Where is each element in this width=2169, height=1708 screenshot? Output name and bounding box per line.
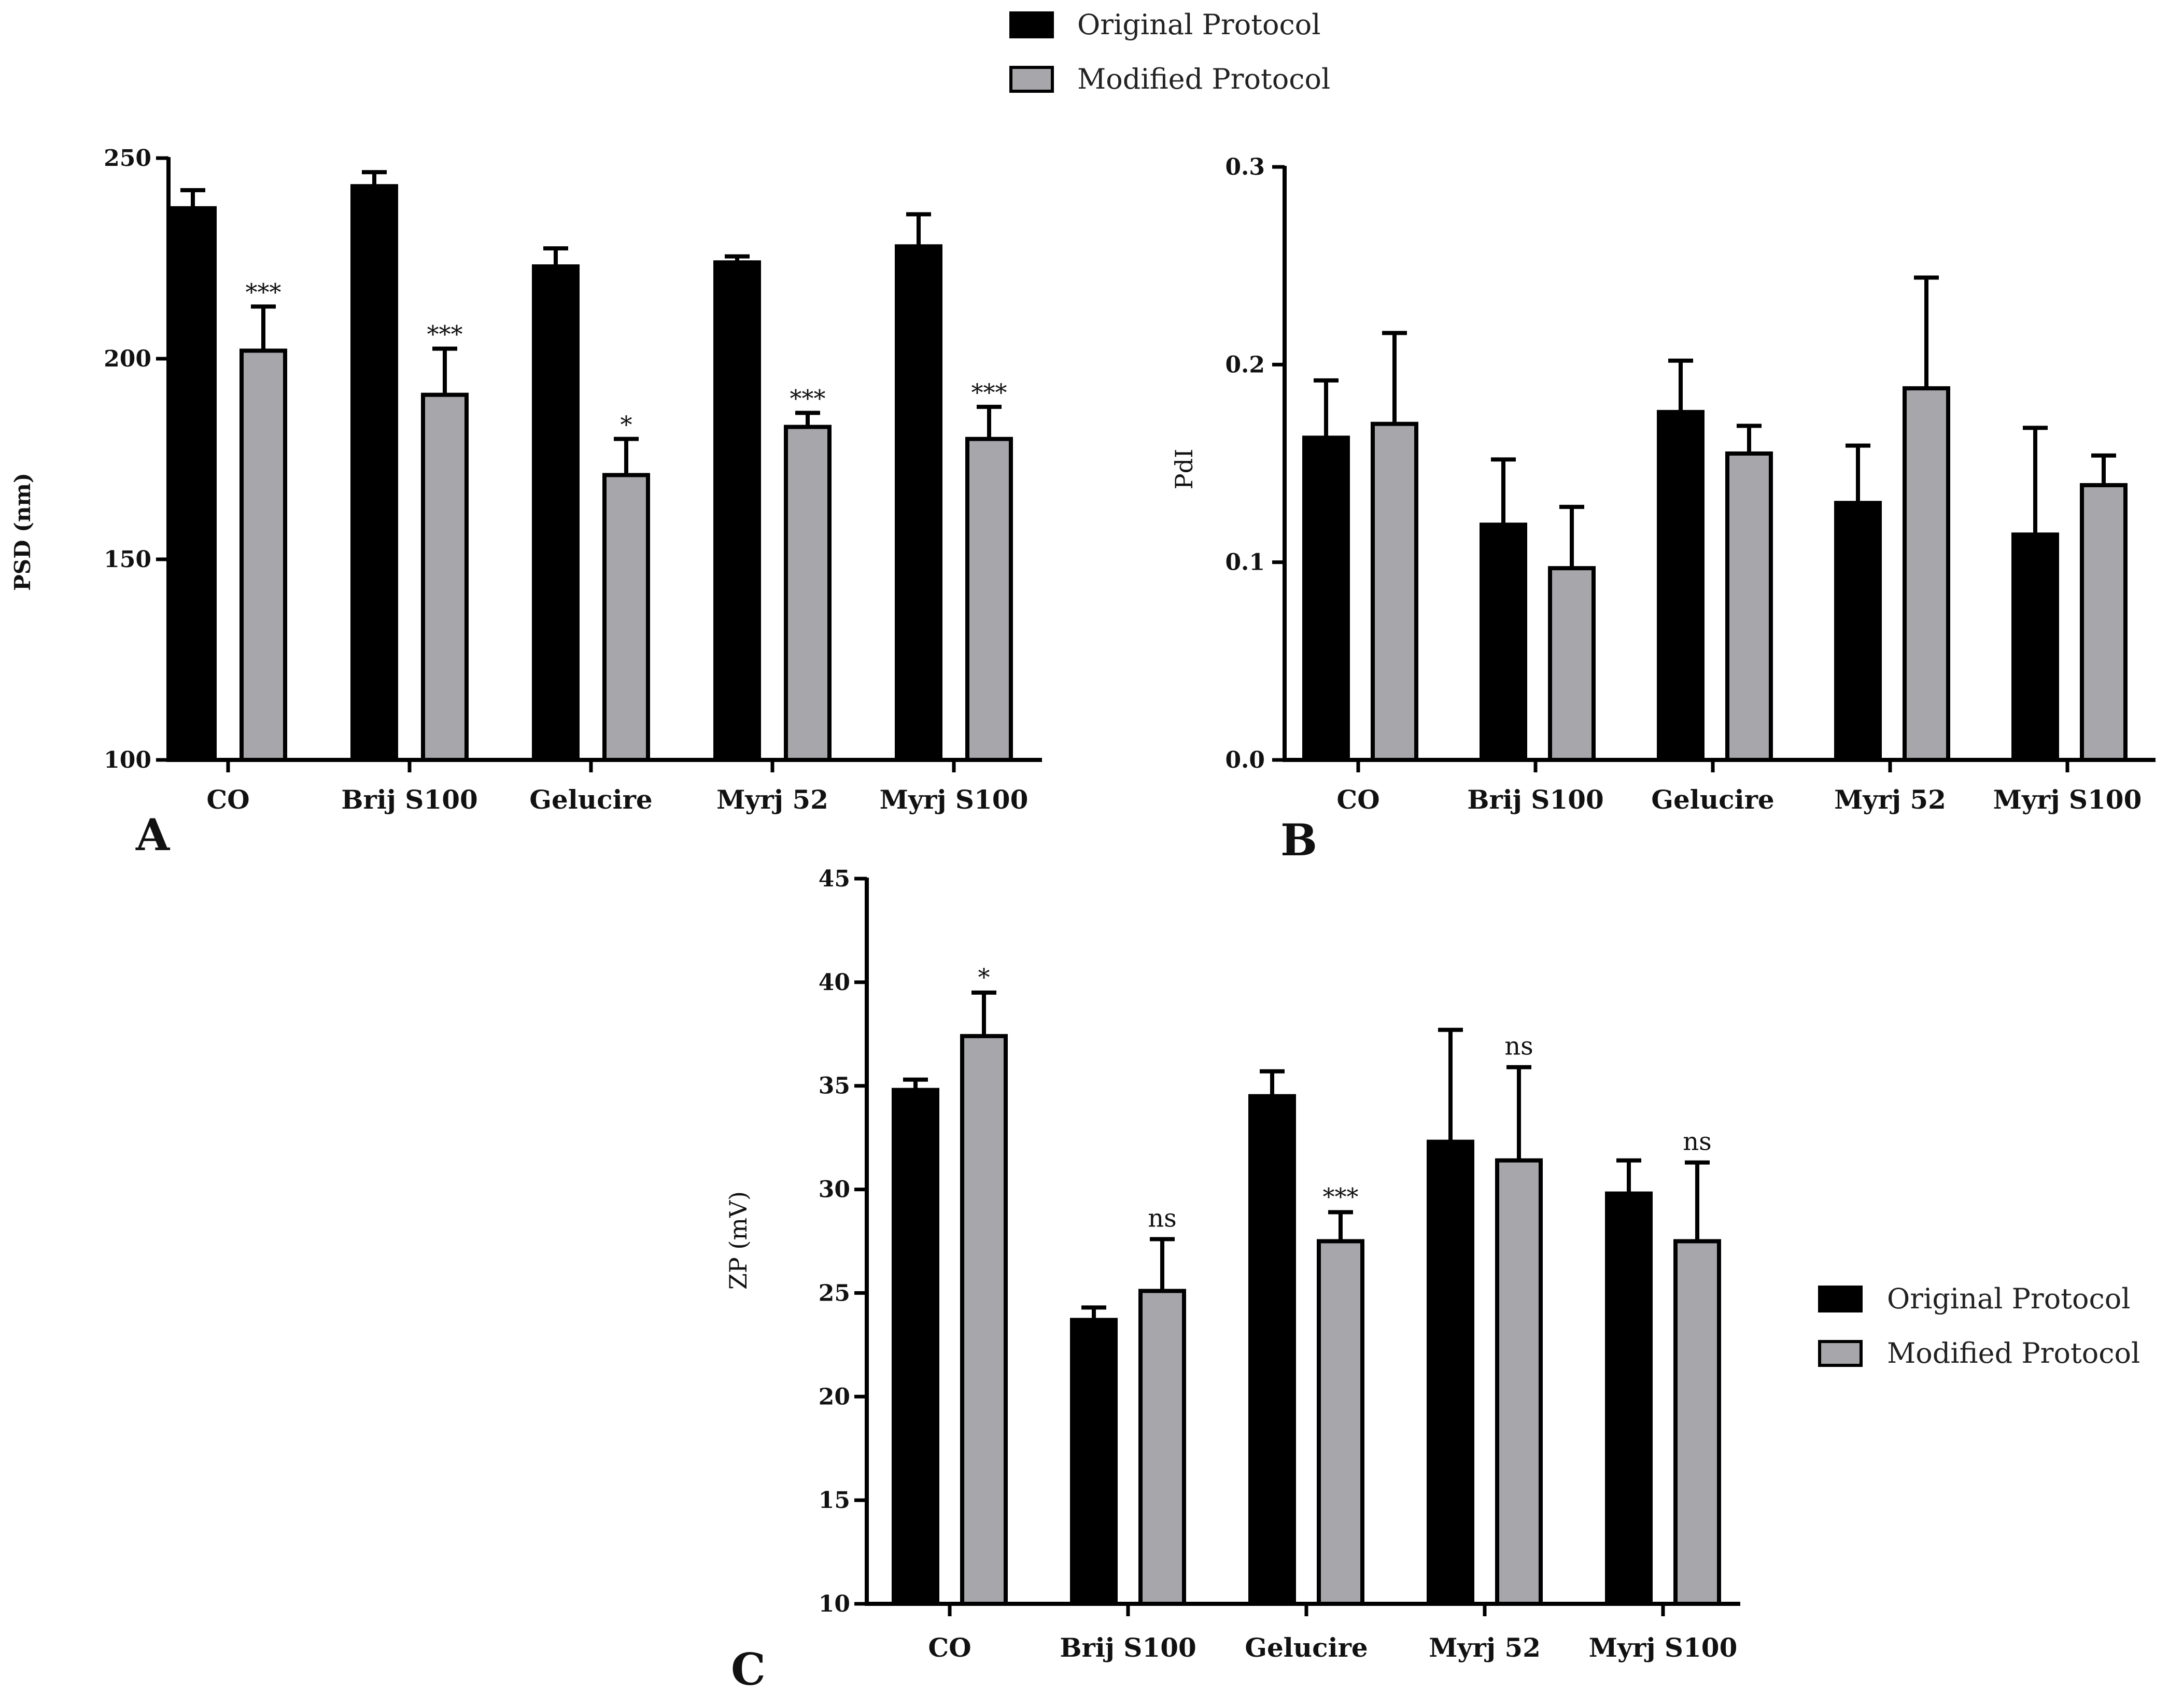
legend-bottom: Original Protocol Modified Protocol — [1818, 1282, 2140, 1370]
panel-c-bar-modified — [1495, 1158, 1543, 1606]
panel-a-category-label: CO — [206, 784, 249, 815]
panel-a-significance-label: * — [621, 411, 632, 439]
panel-c-bar-original — [1248, 1094, 1296, 1606]
panel-c-bars: * ns *** ns ns — [892, 963, 1721, 1606]
panel-c-significance-label: ns — [1504, 1032, 1533, 1061]
legend-top: Original Protocol Modified Protocol — [1009, 8, 1330, 95]
panel-c-bar-modified — [1673, 1239, 1721, 1606]
panel-a-y-tick-label: 150 — [104, 546, 151, 573]
panel-c-bar-modified — [960, 1034, 1008, 1606]
panel-a-bar-original — [895, 244, 942, 762]
panel-c-category-label: Brij S100 — [1060, 1632, 1196, 1663]
panel-c-category-label: Myrj S100 — [1589, 1632, 1738, 1663]
panel-c-ylabel: ZP (mV) — [724, 1191, 752, 1290]
panel-b-y-tick-label: 0.3 — [1225, 154, 1265, 180]
chart-panel-a: ********** *** CO Brij S100 Gelucire Myrj 52… — [10, 145, 1042, 860]
panel-c-y-tick-label: 25 — [819, 1280, 850, 1306]
panel-a-axes: CO Brij S100 Gelucire Myrj 52 Myrj S100 100 15… — [104, 145, 1042, 815]
legend-top-modified-label: Modified Protocol — [1077, 63, 1330, 95]
panel-a-category-label: Gelucire — [529, 784, 652, 815]
panel-a-bar-modified — [965, 436, 1013, 762]
panel-a-y-tick-label: 200 — [104, 346, 151, 372]
panel-a-bar-modified — [784, 425, 832, 762]
panel-c-bar-original — [1427, 1139, 1474, 1606]
panel-a-bars: ********** *** — [169, 170, 1013, 762]
legend-bottom-modified-swatch — [1818, 1340, 1863, 1367]
panel-b-category-label: Gelucire — [1651, 784, 1774, 815]
panel-b-category-label: Myrj 52 — [1834, 784, 1946, 815]
panel-b-category-label: Myrj S100 — [1993, 784, 2142, 815]
panel-a-category-label: Myrj 52 — [716, 784, 828, 815]
panel-c-significance-label: * — [978, 963, 990, 991]
panel-c-y-tick-label: 30 — [819, 1177, 850, 1203]
legend-top-modified-swatch — [1009, 66, 1054, 93]
chart-panel-b: CO Brij S100 Gelucire Myrj 52 Myrj S100 0.0 0.… — [1170, 154, 2156, 866]
panel-c-y-tick-label: 35 — [819, 1073, 850, 1099]
panel-b-bar-original — [1657, 410, 1705, 762]
panel-b-bar-original — [1480, 523, 1527, 762]
panel-c-bar-original — [1070, 1318, 1118, 1606]
panel-c-category-label: Myrj 52 — [1429, 1632, 1541, 1663]
panel-c-significance-label: ns — [1148, 1204, 1177, 1233]
panel-b-bar-modified — [1371, 421, 1418, 762]
panel-a-bar-original — [532, 264, 580, 762]
panel-b-axes: CO Brij S100 Gelucire Myrj 52 Myrj S100 0.0 0.… — [1225, 154, 2156, 815]
panel-a-category-label: Myrj S100 — [880, 784, 1029, 815]
panel-c-y-tick-label: 20 — [819, 1384, 850, 1410]
panel-c-y-tick-label: 15 — [819, 1487, 850, 1514]
panel-a-significance-label: *** — [790, 384, 826, 412]
legend-top-original-label: Original Protocol — [1077, 8, 1321, 41]
legend-top-original-swatch — [1009, 11, 1054, 38]
panel-c-y-tick-label: 10 — [819, 1591, 850, 1617]
panel-a-bar-original — [169, 206, 217, 762]
panel-c-axes: CO Brij S100 Gelucire Myrj 52 Myrj S100 10 15 2… — [819, 866, 1740, 1663]
panel-a-category-label: Brij S100 — [341, 784, 478, 815]
panel-c-bar-modified — [1317, 1239, 1364, 1606]
panel-c-bar-original — [892, 1088, 939, 1606]
panel-c-y-tick-label: 40 — [819, 969, 850, 996]
panel-a-significance-label: *** — [427, 320, 463, 348]
panel-b-ylabel: PdI — [1170, 449, 1198, 490]
panel-b-bar-original — [2011, 532, 2059, 763]
panel-c-significance-label: ns — [1683, 1127, 1712, 1156]
panel-a-bar-modified — [240, 348, 287, 762]
panel-b-category-label: Brij S100 — [1467, 784, 1604, 815]
legend-bottom-modified-label: Modified Protocol — [1887, 1337, 2140, 1370]
legend-bottom-original-label: Original Protocol — [1887, 1282, 2131, 1315]
panel-c-category-label: CO — [928, 1632, 971, 1663]
panel-c-category-label: Gelucire — [1245, 1632, 1368, 1663]
panel-b-category-label: CO — [1336, 784, 1379, 815]
panel-a-label: A — [135, 809, 171, 860]
legend-bottom-original-swatch — [1818, 1286, 1863, 1312]
panel-b-y-tick-label: 0.1 — [1225, 549, 1265, 576]
chart-panel-c: * ns *** ns ns CO Brij S100 Gelucire Myrj 52 Myr… — [724, 866, 1740, 1695]
panel-b-bar-modified — [1903, 386, 1950, 762]
panel-b-bar-modified — [1548, 566, 1596, 763]
panel-b-bar-modified — [1725, 451, 1773, 762]
panel-c-significance-label: *** — [1323, 1183, 1359, 1211]
panel-a-bar-original — [713, 260, 761, 762]
panel-a-y-tick-label: 250 — [104, 145, 151, 172]
panel-b-bar-original — [1834, 501, 1882, 762]
panel-b-y-tick-label: 0.2 — [1225, 351, 1265, 378]
panel-a-bar-modified — [602, 473, 650, 762]
panel-a-y-tick-label: 100 — [104, 747, 151, 773]
panel-c-bar-modified — [1138, 1289, 1186, 1606]
panel-a-bar-original — [350, 184, 398, 762]
panel-c-y-tick-label: 45 — [819, 866, 850, 892]
panel-b-y-tick-label: 0.0 — [1225, 747, 1265, 773]
panel-b-bar-modified — [2080, 483, 2128, 762]
panel-a-ylabel: PSD (nm) — [10, 473, 35, 591]
panel-a-significance-label: *** — [971, 378, 1007, 406]
panel-b-bar-original — [1302, 435, 1350, 762]
panel-a-bar-modified — [421, 392, 469, 762]
panel-b-label: B — [1280, 814, 1317, 866]
panel-a-significance-label: *** — [246, 278, 281, 306]
panel-c-bar-original — [1605, 1191, 1653, 1606]
panel-c-label: C — [731, 1644, 766, 1695]
